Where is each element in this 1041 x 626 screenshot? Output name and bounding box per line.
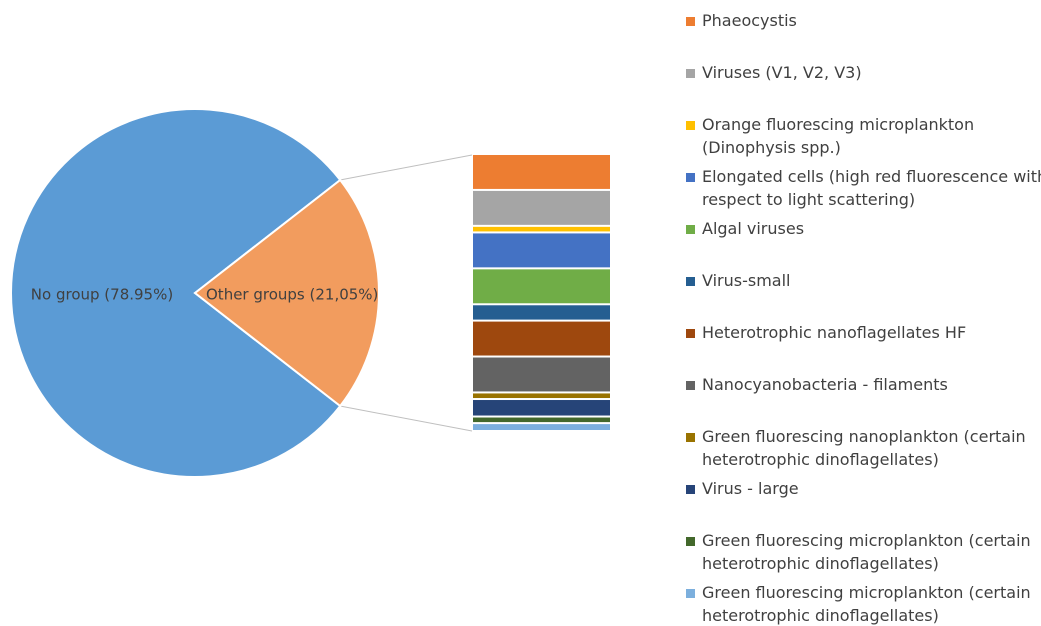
legend-label: Algal viruses	[702, 219, 805, 238]
connector	[339, 154, 473, 181]
legend-entry: Orange fluorescing microplankton (Dinoph…	[686, 113, 1041, 159]
bar-segment	[473, 400, 610, 416]
legend-label: Nanocyanobacteria - filaments	[702, 375, 948, 394]
legend-entry: Algal viruses	[686, 217, 1041, 240]
legend-label: Phaeocystis	[702, 11, 797, 30]
legend-swatch	[686, 173, 695, 182]
legend-label: Green fluorescing microplankton (certain…	[702, 531, 1031, 573]
bar-segment	[473, 233, 610, 268]
bar-segment	[473, 190, 610, 225]
bar-segment	[473, 226, 610, 232]
legend-swatch	[686, 69, 695, 78]
legend-swatch	[686, 17, 695, 26]
bar-segment	[473, 417, 610, 423]
legend-swatch	[686, 381, 695, 390]
legend-label: Elongated cells (high red fluorescence w…	[702, 167, 1041, 209]
legend-swatch	[686, 589, 695, 598]
data-label: Other groups (21,05%)	[206, 286, 378, 304]
legend-swatch	[686, 433, 695, 442]
legend-entry: Viruses (V1, V2, V3)	[686, 61, 1041, 84]
legend-entry: Green fluorescing microplankton (certain…	[686, 529, 1041, 575]
pie-slice	[193, 178, 380, 408]
legend-swatch	[686, 537, 695, 546]
legend-entry: Phaeocystis	[686, 9, 1041, 32]
legend-entry: Green fluorescing microplankton (certain…	[686, 581, 1041, 626]
bar-segment	[473, 424, 610, 430]
connector	[339, 405, 473, 432]
bar-segment	[473, 269, 610, 304]
legend-swatch	[686, 277, 695, 286]
legend-swatch	[686, 329, 695, 338]
legend-swatch	[686, 121, 695, 130]
pie-slice	[10, 108, 342, 478]
legend-label: Green fluorescing microplankton (certain…	[702, 583, 1031, 625]
legend-entry: Green fluorescing nanoplankton (certain …	[686, 425, 1041, 471]
data-label: No group (78.95%)	[31, 286, 173, 304]
legend-entry: Virus-small	[686, 269, 1041, 292]
legend-label: Heterotrophic nanoflagellates HF	[702, 323, 967, 342]
legend-swatch	[686, 225, 695, 234]
bar-segment	[473, 357, 610, 392]
bar-segment	[473, 305, 610, 320]
legend-label: Green fluorescing nanoplankton (certain …	[702, 427, 1026, 469]
legend-entry: Virus - large	[686, 477, 1041, 500]
bar-segment	[473, 155, 610, 189]
legend-label: Viruses (V1, V2, V3)	[702, 63, 862, 82]
bar-segment	[473, 321, 610, 356]
legend-swatch	[686, 485, 695, 494]
legend-label: Orange fluorescing microplankton (Dinoph…	[702, 115, 975, 157]
legend-entry: Elongated cells (high red fluorescence w…	[686, 165, 1041, 211]
legend-entry: Nanocyanobacteria - filaments	[686, 373, 1041, 396]
legend-label: Virus - large	[702, 479, 799, 498]
legend-entry: Heterotrophic nanoflagellates HF	[686, 321, 1041, 344]
legend-label: Virus-small	[702, 271, 791, 290]
bar-segment	[473, 393, 610, 399]
